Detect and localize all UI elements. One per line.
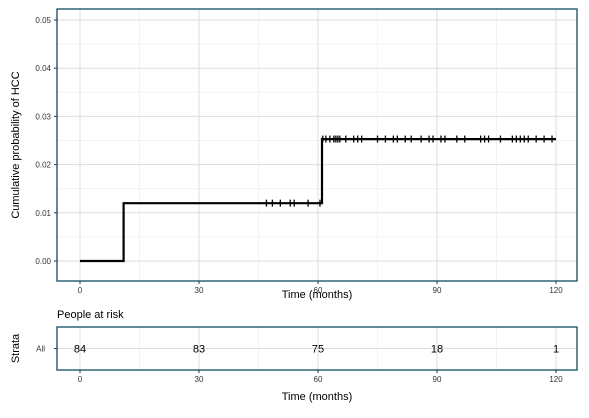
risk-table-title: People at risk: [57, 309, 124, 321]
y-axis-ticks: 0.00 0.01 0.02 0.03 0.04 0.05: [35, 16, 57, 266]
risk-x-axis-label: Time (months): [282, 391, 353, 403]
x-tick-label: 0: [78, 286, 83, 295]
censor-marks: [265, 135, 553, 207]
risk-x-axis-ticks: 0 30 60 90 120: [78, 370, 563, 384]
risk-count: 18: [431, 344, 443, 356]
y-tick-label: 0.02: [35, 161, 51, 170]
x-axis-ticks: 0 30 60 90 120: [78, 281, 563, 295]
grid-lines: [57, 9, 577, 281]
x-tick-label: 30: [195, 286, 204, 295]
y-tick-label: 0.05: [35, 16, 51, 25]
y-tick-label: 0.01: [35, 209, 51, 218]
plot-panel: [57, 9, 577, 281]
x-tick-label: 120: [549, 286, 563, 295]
risk-strata-label: All: [36, 345, 45, 354]
risk-table: People at risk 84 83 75 18 1 0 30 60 90 120 All …: [10, 309, 578, 403]
risk-table-grid: [57, 327, 577, 370]
risk-x-tick-label: 0: [78, 375, 83, 384]
y-axis-label: Cumulative probability of HCC: [10, 71, 22, 218]
x-tick-label: 60: [314, 286, 323, 295]
plot-frame: [56, 8, 578, 282]
risk-table-values: 84 83 75 18 1: [74, 344, 559, 356]
risk-x-tick-label: 30: [195, 375, 204, 384]
risk-x-tick-label: 60: [314, 375, 323, 384]
y-tick-label: 0.03: [35, 112, 51, 121]
risk-count: 75: [312, 344, 324, 356]
x-tick-label: 90: [433, 286, 442, 295]
risk-x-tick-label: 120: [549, 375, 563, 384]
risk-count: 1: [553, 344, 559, 356]
x-axis-label: Time (months): [282, 289, 353, 301]
y-tick-label: 0.00: [35, 257, 51, 266]
risk-count: 84: [74, 344, 86, 356]
risk-y-axis-label: Strata: [10, 333, 22, 363]
risk-strata-labels: All: [36, 345, 57, 354]
y-tick-label: 0.04: [35, 64, 51, 73]
risk-count: 83: [193, 344, 205, 356]
risk-x-tick-label: 90: [433, 375, 442, 384]
cumulative-incidence-plot: 0 30 60 90 120 0.00 0.01 0.02 0.03 0.04 0.05 Time…: [10, 8, 578, 301]
